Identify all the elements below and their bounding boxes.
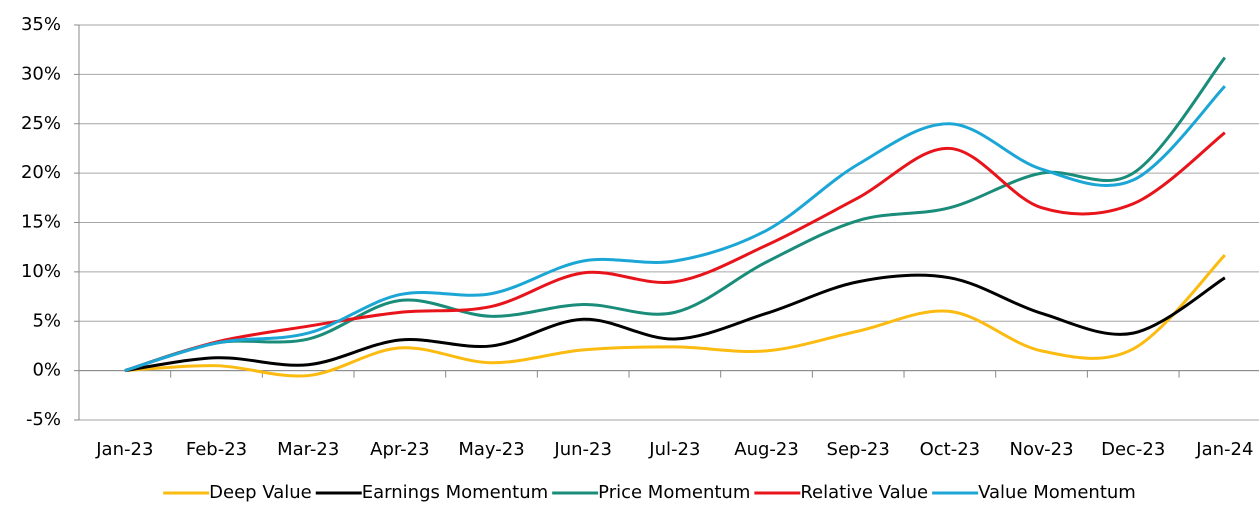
- x-tick-label: Feb-23: [186, 439, 247, 460]
- legend-label: Value Momentum: [978, 482, 1136, 503]
- legend: Deep Value Earnings Momentum Price Momentu…: [163, 482, 1136, 503]
- series-line: [124, 273, 1226, 373]
- y-tick-label: 15%: [21, 212, 61, 233]
- series-line: [124, 131, 1226, 373]
- x-tick-label: Oct-23: [920, 439, 981, 460]
- x-tick-label: Aug-23: [734, 439, 799, 460]
- series-line: [124, 56, 1227, 373]
- y-tick-label: 30%: [21, 63, 61, 84]
- x-tick-label: Nov-23: [1010, 439, 1074, 460]
- series-line: [124, 85, 1226, 373]
- y-tick-label: 25%: [21, 113, 61, 134]
- x-tick-label: Jan-24: [1195, 439, 1253, 460]
- legend-label: Deep Value: [209, 482, 312, 503]
- x-tick-label: Jan-23: [95, 439, 153, 460]
- x-tick-label: Dec-23: [1101, 439, 1165, 460]
- y-tick-label: 35%: [21, 14, 61, 35]
- y-tick-label: 10%: [21, 261, 61, 282]
- x-tick-label: Jun-23: [553, 439, 612, 460]
- series-line: [124, 254, 1226, 378]
- x-tick-label: Jul-23: [648, 439, 700, 460]
- x-tick-label: Mar-23: [277, 439, 339, 460]
- legend-label: Price Momentum: [598, 482, 750, 503]
- legend-label: Relative Value: [800, 482, 928, 503]
- y-tick-label: -5%: [26, 409, 61, 430]
- x-tick-label: May-23: [458, 439, 524, 460]
- x-tick-label: Apr-23: [370, 439, 429, 460]
- x-tick-label: Sep-23: [827, 439, 890, 460]
- legend-label: Earnings Momentum: [362, 482, 548, 503]
- y-tick-label: 20%: [21, 162, 61, 183]
- y-tick-label: 5%: [32, 310, 61, 331]
- y-tick-label: 0%: [32, 360, 61, 381]
